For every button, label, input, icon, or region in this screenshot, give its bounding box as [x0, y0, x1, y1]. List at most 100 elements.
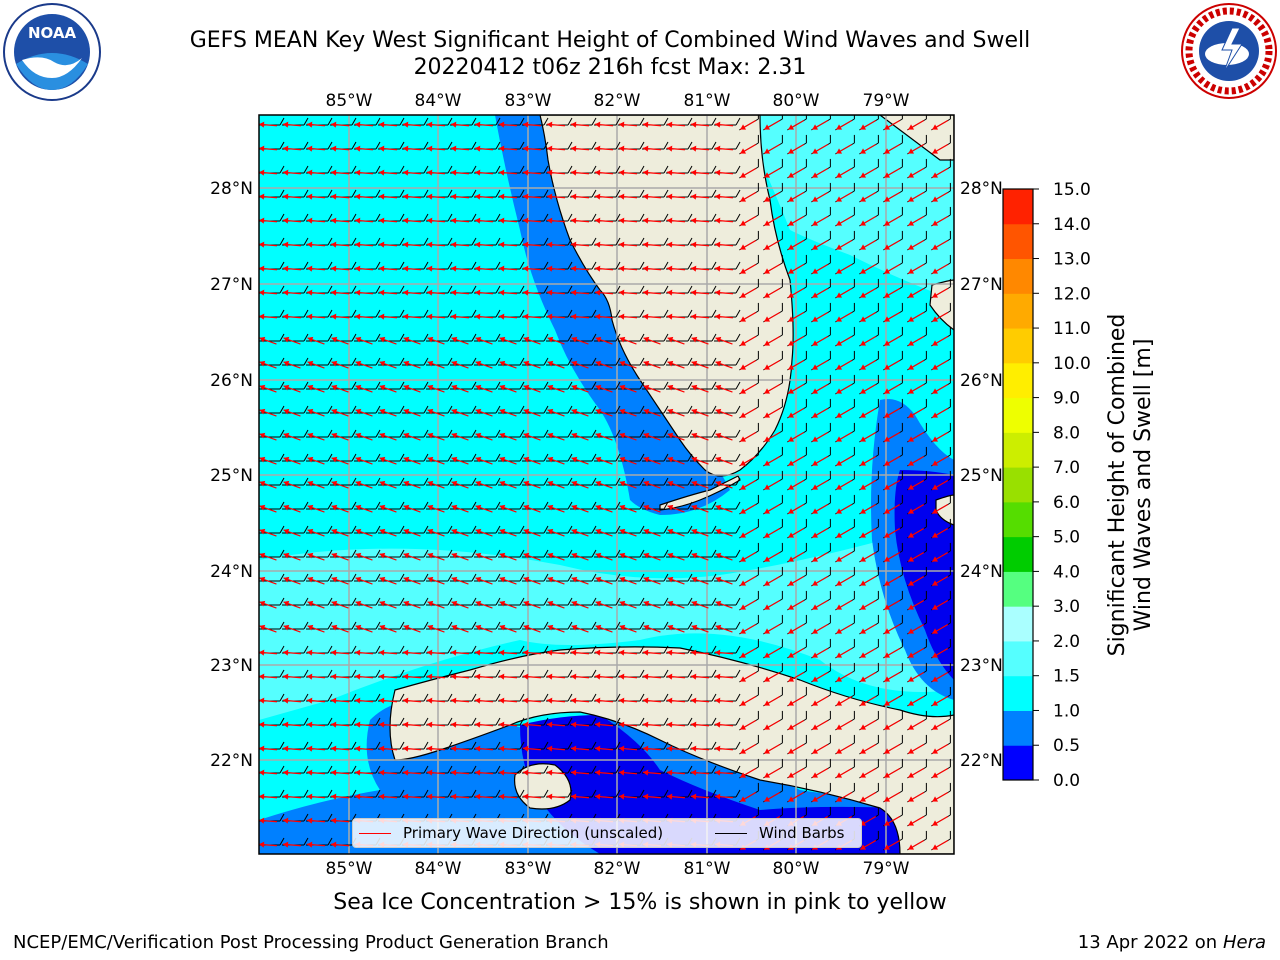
lat-label: 24°N — [960, 562, 1003, 582]
wave-arrow — [426, 169, 446, 176]
wave-arrow — [907, 239, 925, 251]
wave-arrow — [739, 263, 757, 275]
wave-arrow — [594, 649, 614, 656]
lon-label: 85°W — [326, 91, 373, 111]
wave-arrow — [474, 769, 494, 776]
wave-arrow — [811, 407, 829, 419]
lon-label: 85°W — [326, 859, 373, 879]
wave-arrow — [907, 791, 925, 803]
wave-arrow — [259, 504, 277, 513]
wave-arrow — [403, 528, 421, 537]
wave-arrow — [811, 791, 829, 803]
wave-arrow — [498, 769, 518, 776]
wave-arrow — [306, 649, 326, 656]
wave-arrow — [643, 504, 661, 513]
wave-arrow — [426, 265, 446, 272]
wave-arrow — [931, 287, 949, 299]
lat-label: 26°N — [210, 371, 253, 391]
wave-arrow — [690, 193, 710, 200]
wave-arrow — [618, 745, 638, 752]
wave-arrow — [835, 191, 853, 203]
wave-arrow — [378, 673, 398, 680]
wave-arrow — [259, 336, 277, 345]
wave-arrow — [330, 217, 350, 224]
wave-arrow — [282, 217, 302, 224]
wave-arrow — [450, 313, 470, 320]
wave-arrow — [594, 145, 614, 152]
wave-arrow — [835, 503, 853, 515]
wave-arrow — [354, 745, 374, 752]
wave-arrow — [522, 313, 542, 320]
wave-arrow — [763, 431, 781, 443]
wave-arrow — [666, 697, 686, 704]
wave-arrow — [739, 455, 757, 467]
wave-arrow — [643, 576, 661, 585]
wave-arrow — [523, 552, 541, 561]
wave-arrow — [787, 767, 805, 779]
wave-arrow — [643, 600, 661, 609]
wave-arrow — [451, 504, 469, 513]
lon-labels-top: 85°W 84°W 83°W 82°W 81°W 80°W 79°W — [326, 91, 910, 111]
wave-arrow — [739, 383, 757, 395]
legend-wave-label: Primary Wave Direction (unscaled) — [403, 824, 664, 842]
wave-arrow — [259, 217, 278, 224]
wave-arrow — [378, 193, 398, 200]
wave-arrow — [282, 673, 302, 680]
wave-arrow — [474, 313, 494, 320]
wave-arrow — [811, 119, 829, 131]
wave-arrow — [691, 456, 709, 465]
wave-arrow — [499, 504, 517, 513]
wave-arrow — [379, 360, 397, 369]
wave-arrow — [427, 552, 445, 561]
wave-arrow — [403, 432, 421, 441]
wave-arrow — [427, 336, 445, 345]
wave-arrow — [787, 695, 805, 707]
wave-arrow — [859, 839, 877, 851]
wave-arrow — [835, 407, 853, 419]
wave-arrow — [739, 527, 757, 539]
wave-arrow — [331, 528, 349, 537]
wave-arrow — [378, 649, 398, 656]
wave-arrow — [450, 673, 470, 680]
wave-arrow — [499, 360, 517, 369]
wave-arrow — [450, 745, 470, 752]
wave-arrow — [594, 289, 614, 296]
wave-arrow — [618, 289, 638, 296]
wave-arrow — [787, 527, 805, 539]
lat-label: 28°N — [960, 179, 1003, 199]
wave-arrow — [474, 121, 494, 128]
wave-arrow — [931, 431, 949, 443]
wave-arrow — [931, 215, 949, 227]
wave-arrow — [570, 193, 590, 200]
wave-arrow — [715, 456, 733, 465]
wave-arrow — [379, 624, 397, 633]
wave-arrow — [498, 793, 518, 800]
wave-arrow — [931, 383, 949, 395]
wave-arrow — [379, 408, 397, 417]
wave-arrow — [378, 793, 398, 800]
wave-arrow — [763, 527, 781, 539]
wave-arrow — [811, 167, 829, 179]
wave-arrow — [378, 769, 398, 776]
wave-arrow — [667, 576, 685, 585]
wave-arrow — [811, 599, 829, 611]
wave-arrow — [283, 456, 301, 465]
wave-arrow — [835, 575, 853, 587]
wave-arrow — [739, 767, 757, 779]
wave-arrow — [667, 504, 685, 513]
wave-arrow — [283, 552, 301, 561]
colorbar-segment — [1003, 189, 1033, 225]
wave-arrow — [259, 769, 278, 776]
wave-arrow — [307, 336, 325, 345]
wave-arrow — [354, 289, 374, 296]
wave-arrow — [259, 265, 278, 272]
wave-arrow — [859, 575, 877, 587]
wave-arrow — [403, 576, 421, 585]
wave-arrow — [475, 384, 493, 393]
wave-arrow — [498, 289, 518, 296]
wave-arrow — [427, 624, 445, 633]
wave-arrow — [498, 745, 518, 752]
wave-arrow — [666, 745, 686, 752]
wave-arrow — [739, 143, 757, 155]
colorbar-segment — [1003, 258, 1033, 294]
